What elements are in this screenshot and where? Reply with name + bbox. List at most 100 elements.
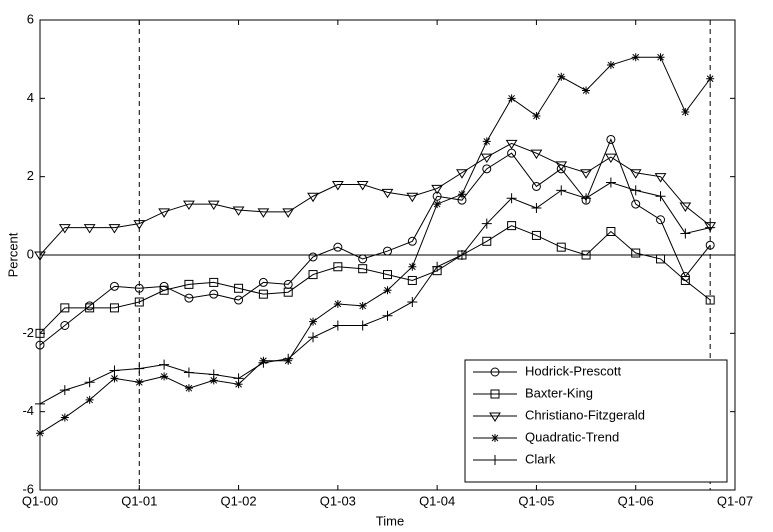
marker: [283, 287, 293, 297]
marker: [108, 224, 121, 234]
marker: [207, 200, 220, 211]
marker: [309, 317, 318, 326]
marker: [407, 275, 417, 285]
marker: [331, 181, 344, 191]
marker: [358, 301, 367, 310]
marker: [109, 281, 119, 291]
marker: [308, 332, 319, 343]
marker: [531, 181, 541, 191]
marker: [233, 373, 244, 384]
marker: [432, 261, 443, 272]
marker: [58, 224, 71, 234]
marker: [631, 199, 641, 209]
marker: [480, 153, 493, 164]
marker: [456, 250, 467, 260]
marker: [556, 242, 566, 252]
marker: [234, 380, 243, 389]
marker: [654, 173, 667, 183]
legend-label: Clark: [525, 451, 556, 466]
marker: [482, 137, 491, 146]
marker: [258, 277, 268, 287]
marker: [705, 222, 716, 233]
marker: [232, 206, 245, 216]
marker: [109, 303, 119, 313]
x-tick-label: Q1-00: [22, 493, 58, 508]
marker: [35, 340, 45, 350]
marker: [606, 134, 616, 144]
marker: [333, 242, 343, 252]
marker: [110, 374, 119, 383]
marker: [234, 283, 244, 293]
marker: [491, 434, 499, 442]
y-tick-label: -6: [22, 481, 34, 496]
series-line: [39, 225, 711, 334]
marker: [383, 270, 392, 280]
marker: [134, 297, 144, 307]
marker: [308, 252, 318, 262]
legend-label: Quadratic-Trend: [525, 429, 619, 444]
marker: [606, 227, 616, 236]
marker: [308, 270, 318, 280]
x-tick-label: Q1-04: [419, 493, 455, 508]
marker: [531, 230, 541, 240]
marker: [60, 413, 69, 422]
marker: [629, 169, 642, 179]
y-tick-label: 6: [27, 11, 34, 26]
series-line: [39, 142, 711, 256]
marker: [258, 289, 268, 299]
legend-label: Hodrick-Prescott: [525, 363, 621, 378]
marker: [582, 86, 591, 95]
x-tick-label: Q1-05: [518, 493, 554, 508]
series-line: [39, 138, 711, 346]
marker: [60, 321, 70, 330]
marker: [532, 111, 541, 120]
marker: [358, 264, 368, 274]
marker: [84, 377, 95, 388]
marker: [234, 295, 244, 305]
marker: [604, 153, 617, 164]
marker: [530, 149, 543, 160]
marker: [507, 221, 517, 231]
marker: [135, 378, 144, 387]
marker: [656, 254, 666, 264]
marker: [705, 240, 715, 250]
marker: [556, 185, 567, 196]
y-tick-label: 2: [27, 168, 34, 183]
marker: [209, 277, 219, 287]
marker: [431, 184, 444, 195]
marker: [557, 72, 566, 81]
marker: [507, 94, 516, 103]
marker: [406, 192, 419, 203]
marker: [490, 389, 500, 399]
marker: [381, 188, 394, 199]
marker: [656, 53, 665, 62]
marker: [60, 303, 70, 313]
marker: [159, 359, 170, 370]
marker: [85, 303, 95, 313]
marker: [356, 181, 369, 191]
marker: [482, 236, 492, 246]
legend-label: Baxter-King: [525, 385, 593, 400]
marker: [183, 367, 194, 378]
marker: [433, 200, 442, 209]
marker: [705, 295, 715, 305]
marker: [506, 193, 517, 204]
x-tick-label: Q1-07: [717, 493, 753, 508]
marker: [490, 367, 500, 377]
y-axis-label: Percent: [5, 232, 20, 277]
marker: [83, 224, 96, 234]
marker: [680, 275, 690, 285]
marker: [490, 455, 500, 465]
marker: [332, 320, 343, 331]
marker: [208, 369, 219, 380]
marker: [581, 193, 592, 204]
series-line: [39, 56, 711, 434]
legend-box: [464, 359, 728, 483]
x-tick-label: Q1-06: [618, 493, 654, 508]
marker: [36, 429, 44, 438]
marker: [606, 61, 615, 70]
marker: [631, 248, 641, 258]
marker: [631, 53, 640, 62]
marker: [680, 228, 691, 239]
